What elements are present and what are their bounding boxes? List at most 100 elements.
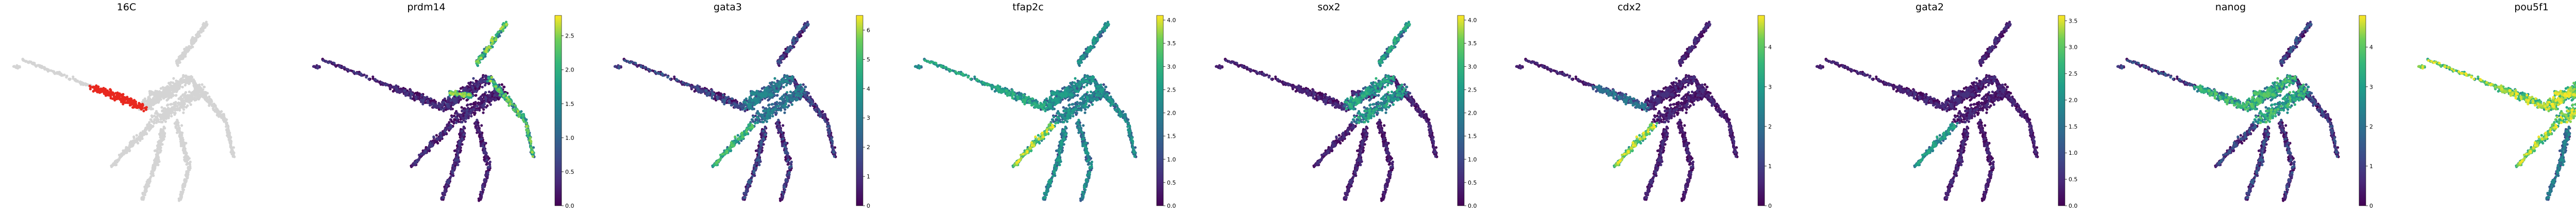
cell-point (482, 111, 485, 114)
cell-point (226, 124, 230, 127)
cell-point (490, 76, 493, 79)
cell-point (455, 112, 458, 115)
cell-point (479, 96, 482, 99)
cell-point (178, 83, 181, 86)
cell-point (800, 34, 803, 38)
cell-point (224, 120, 227, 123)
cell-point (439, 131, 442, 134)
cell-point (38, 64, 42, 67)
cell-point (186, 176, 189, 179)
cell-point (159, 149, 162, 152)
cell-point (485, 152, 488, 155)
cell-point (130, 99, 134, 102)
cell-point (434, 104, 437, 107)
cell-point (435, 134, 438, 137)
cell-point (222, 113, 225, 116)
cell-point (200, 83, 204, 86)
cell-point (96, 86, 100, 89)
cell-point (170, 103, 173, 106)
cell-point (181, 138, 184, 141)
cell-point (462, 133, 465, 136)
cell-point (141, 106, 144, 110)
cell-point (166, 109, 169, 112)
cell-point (467, 93, 470, 96)
colorbar-tick-label: 0.5 (565, 169, 574, 175)
cell-point (93, 85, 97, 88)
cell-point (782, 124, 785, 127)
colorbar: 0.00.51.01.52.02.5 (554, 15, 574, 209)
cell-point (63, 74, 66, 77)
cell-point (175, 90, 178, 93)
cell-point (214, 104, 217, 107)
cell-point (456, 155, 460, 158)
cell-point (529, 139, 532, 142)
cell-point (122, 151, 126, 154)
cell-point (210, 99, 213, 102)
cell-point (24, 60, 27, 63)
cell-point (189, 163, 192, 166)
cell-point (129, 102, 132, 105)
cell-point (142, 196, 145, 199)
cell-point (495, 98, 498, 101)
cell-point (184, 91, 188, 94)
cell-point (486, 176, 489, 179)
cell-point (144, 99, 147, 102)
cell-point (121, 94, 124, 98)
cell-point (201, 92, 205, 95)
cell-point (469, 112, 472, 115)
cell-point (212, 107, 215, 110)
cell-point (517, 115, 520, 118)
cell-point (159, 93, 162, 96)
cell-point (183, 148, 187, 151)
cell-point (463, 94, 466, 97)
cell-point (161, 120, 164, 123)
cell-point (500, 83, 503, 86)
cell-point (359, 72, 363, 75)
cell-point (194, 39, 197, 43)
cell-point (480, 77, 483, 80)
cell-point (191, 45, 194, 48)
cell-point (459, 92, 462, 95)
cell-point (180, 195, 183, 199)
cell-point (159, 139, 163, 142)
cell-point (484, 97, 487, 100)
cell-point (166, 85, 169, 88)
cell-point (345, 67, 348, 70)
cell-point (194, 97, 197, 100)
cell-point (190, 39, 193, 42)
cell-point (478, 103, 481, 106)
cell-point (443, 100, 446, 104)
cell-point (441, 103, 444, 106)
cell-point (142, 110, 145, 113)
cell-point (312, 65, 315, 68)
cell-point (158, 141, 162, 145)
cell-point (229, 146, 232, 149)
cell-point (462, 118, 465, 121)
cell-point (229, 151, 232, 154)
cell-point (410, 92, 413, 95)
cell-point (446, 181, 449, 184)
cell-point (206, 99, 209, 102)
cell-point (474, 94, 478, 97)
cell-point (133, 102, 136, 105)
cell-point (174, 126, 177, 129)
cell-point (502, 85, 505, 88)
cell-point (167, 82, 171, 85)
cell-point (529, 142, 532, 146)
cell-point (193, 81, 196, 84)
cell-point (487, 166, 490, 169)
cell-point (482, 150, 485, 154)
cell-point (521, 118, 525, 121)
cell-point (202, 22, 205, 25)
cell-point (182, 111, 185, 114)
cell-point (502, 94, 505, 97)
cell-point (139, 131, 142, 134)
cell-point (180, 57, 183, 60)
cell-point (431, 145, 434, 148)
cell-point (531, 151, 534, 154)
cell-point (484, 91, 487, 94)
cell-point (476, 104, 479, 108)
cell-point (140, 137, 143, 140)
cell-point (229, 139, 232, 142)
cell-point (177, 102, 180, 105)
